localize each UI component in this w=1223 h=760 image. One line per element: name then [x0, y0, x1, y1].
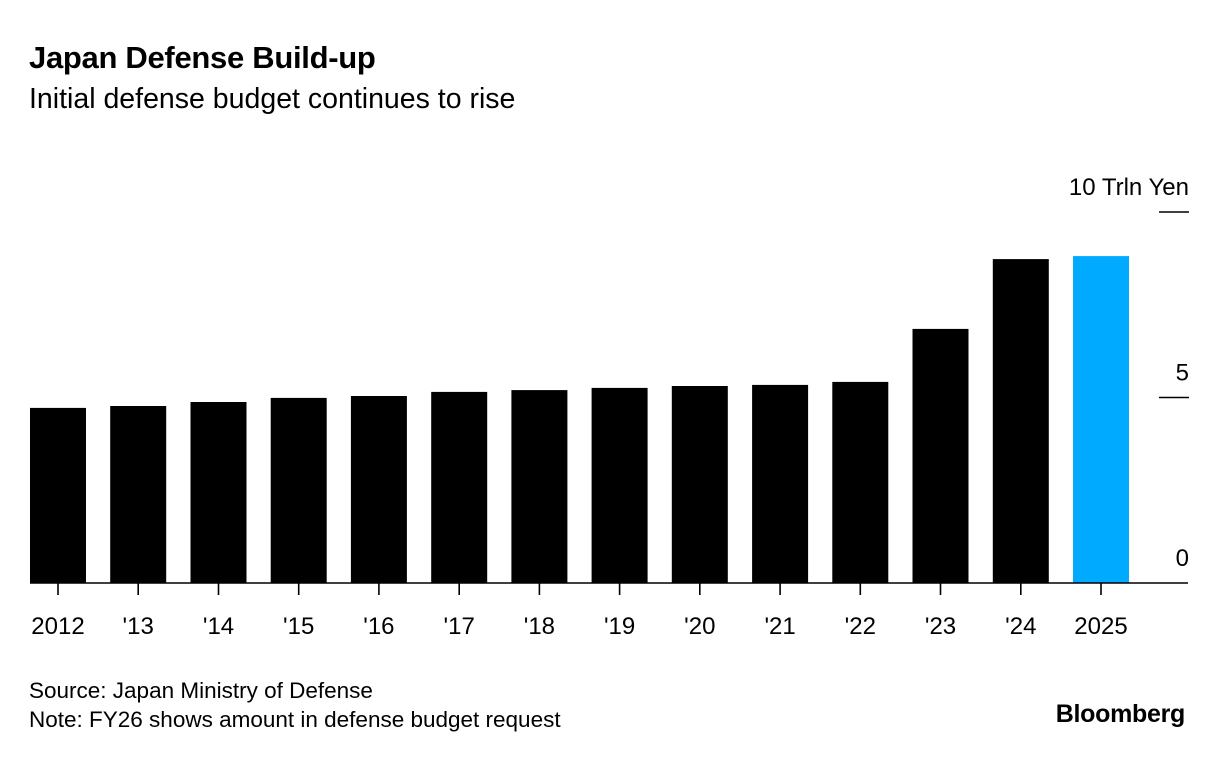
bar-20	[671, 386, 728, 583]
x-tick-label: 2025	[1074, 613, 1127, 640]
x-tick-label: '15	[283, 613, 314, 640]
bar-16	[350, 396, 407, 583]
bar-15	[270, 397, 327, 583]
x-axis: 2012 '13 '14 '15 '16 '17 '18 '19 '20 '21 '22 '23 '24…	[30, 582, 1188, 640]
bar-2025	[1073, 256, 1129, 583]
x-tick-label: '20	[684, 613, 715, 640]
bar-17	[431, 391, 488, 583]
x-tick-label: '17	[444, 613, 475, 640]
chart-title: Japan Defense Build-up	[29, 40, 376, 75]
x-tick-label: '16	[363, 613, 394, 640]
bloomberg-logo: Bloomberg	[1055, 700, 1186, 728]
x-tick-label: '21	[764, 613, 795, 640]
source-note: Source: Japan Ministry of Defense	[29, 678, 373, 703]
x-tick-label: '22	[845, 613, 876, 640]
bar-24	[992, 259, 1049, 583]
x-tick-label: '18	[524, 613, 555, 640]
x-tick-label: '23	[925, 613, 956, 640]
bar-23	[912, 328, 969, 583]
x-tick-label: '14	[203, 613, 234, 640]
bars-group	[30, 256, 1129, 583]
bar-2012	[30, 407, 86, 583]
y-tick-label: 5	[1176, 360, 1189, 387]
chart-subtitle: Initial defense budget continues to rise	[29, 83, 516, 115]
x-tick-label: '24	[1005, 613, 1036, 640]
bar-19	[591, 387, 648, 583]
bar-22	[832, 381, 889, 583]
bar-13	[110, 406, 167, 583]
y-tick-label: 0	[1176, 545, 1189, 572]
bar-18	[511, 390, 568, 583]
x-tick-label: 2012	[31, 613, 84, 640]
x-tick-label: '19	[604, 613, 635, 640]
bar-14	[190, 402, 247, 583]
y-axis: 0 5 10 Trln Yen	[1069, 174, 1189, 572]
bar-21	[752, 384, 809, 583]
footnote: Note: FY26 shows amount in defense budge…	[29, 707, 561, 732]
x-tick-label: '13	[123, 613, 154, 640]
y-tick-label: 10 Trln Yen	[1069, 174, 1189, 201]
